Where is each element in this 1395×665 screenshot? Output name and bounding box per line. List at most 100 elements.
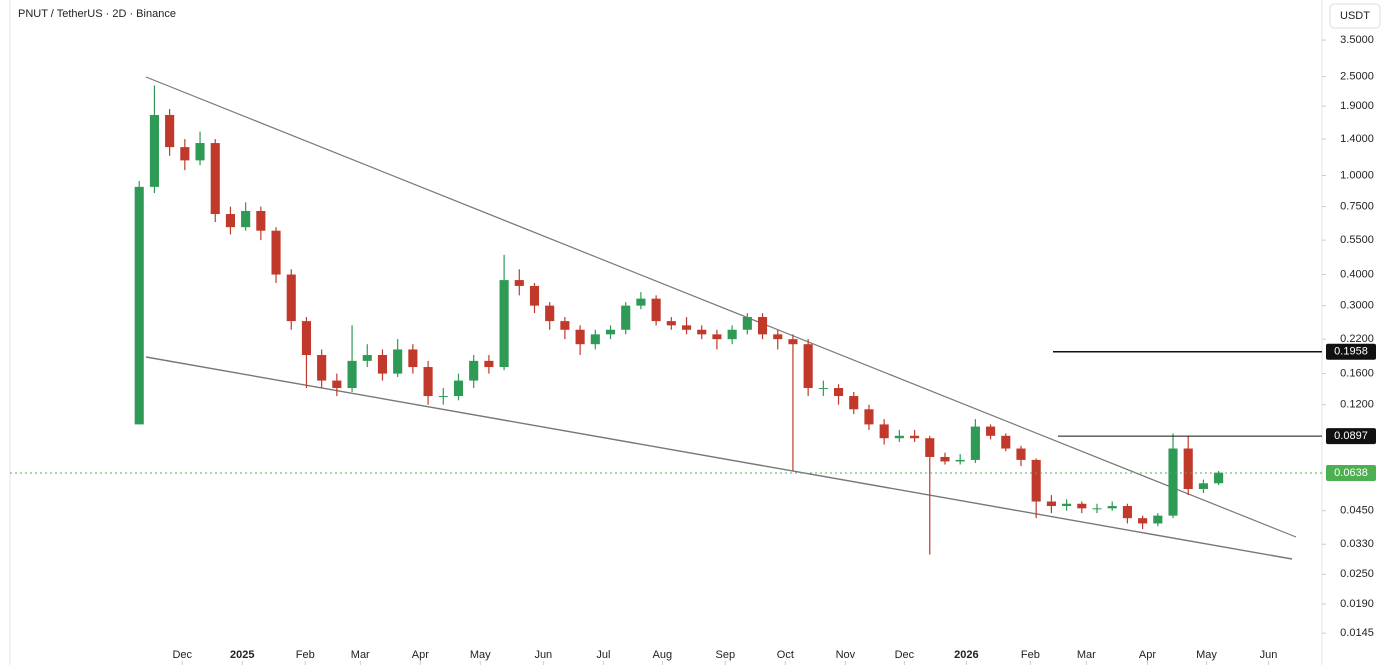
candle-body [256, 210, 266, 231]
candle-body [1092, 508, 1102, 510]
candle-body [377, 355, 388, 374]
candle-body [590, 334, 600, 345]
candle-body [560, 321, 570, 330]
candle-body [286, 274, 296, 322]
candle-body [681, 325, 692, 330]
candle-body [833, 388, 844, 397]
x-tick-label: Nov [836, 649, 856, 661]
y-tick-label: 0.1600 [1340, 368, 1374, 380]
candle-body [773, 334, 783, 340]
candle-body [803, 344, 813, 389]
candle-body [545, 305, 555, 322]
y-tick-label: 0.0450 [1340, 505, 1374, 517]
candle-body [195, 143, 205, 161]
y-tick-label: 0.3000 [1340, 300, 1374, 312]
y-tick-label: 0.7500 [1340, 200, 1374, 212]
candle-body [986, 426, 996, 436]
candle-body [149, 114, 159, 187]
chart-title: PNUT / TetherUS · 2D · Binance [18, 8, 176, 20]
x-tick-label: Sep [716, 649, 736, 661]
candle-body [453, 380, 464, 397]
candle-body [1077, 503, 1087, 509]
candle-body [134, 186, 144, 425]
candle-body [423, 367, 433, 397]
candle-body [666, 321, 676, 326]
candle-body [605, 329, 616, 335]
x-tick-label: Feb [296, 649, 315, 661]
price-level-box [1326, 428, 1376, 445]
y-tick-label: 0.5500 [1340, 234, 1374, 246]
candle-body [940, 456, 950, 462]
x-tick-label: Apr [1139, 649, 1156, 661]
price-level-label: 0.1958 [1334, 346, 1368, 358]
x-tick-label: Dec [895, 649, 915, 661]
candle-body [879, 424, 889, 439]
x-tick-label: Mar [1077, 649, 1096, 661]
y-tick-label: 0.0250 [1340, 568, 1374, 580]
x-tick-label: Jun [534, 649, 552, 661]
y-tick-label: 1.0000 [1340, 169, 1374, 181]
upper-trendline [145, 76, 1297, 538]
candle-body [1183, 448, 1193, 490]
candle-body [1198, 483, 1208, 490]
x-tick-label: Jul [596, 649, 610, 661]
candle-body [742, 317, 752, 330]
candle-body [788, 339, 798, 345]
candle-body [1122, 506, 1132, 519]
candle-body [1031, 459, 1041, 502]
candle-body [621, 305, 631, 330]
candle-body [393, 349, 403, 374]
y-tick-label: 1.4000 [1340, 133, 1374, 145]
y-tick-label: 0.0330 [1340, 538, 1374, 550]
candle-body [757, 317, 768, 335]
y-tick-label: 3.5000 [1340, 34, 1374, 46]
candle-body [362, 355, 372, 361]
x-tick-label: Aug [653, 649, 673, 661]
candle-body [1062, 503, 1072, 507]
candle-body [727, 329, 737, 340]
x-tick-label: Dec [172, 649, 192, 661]
currency-button[interactable] [1329, 3, 1381, 29]
candle-body [332, 380, 342, 389]
price-level-label: 0.0897 [1334, 430, 1368, 442]
candle-body [1016, 448, 1026, 460]
x-tick-label: Apr [412, 649, 429, 661]
candle-body [241, 210, 251, 228]
y-tick-label: 0.4000 [1340, 268, 1374, 280]
candle-body [514, 280, 524, 286]
candle-body [955, 459, 965, 462]
candle-body [1214, 472, 1224, 484]
candle-body [225, 214, 236, 228]
candle-body [864, 409, 874, 425]
y-tick-label: 0.2200 [1340, 333, 1374, 345]
x-tick-label: Feb [1021, 649, 1040, 661]
candle-body [271, 230, 281, 275]
candle-body [636, 298, 646, 306]
y-tick-label: 0.0190 [1340, 598, 1374, 610]
x-tick-label: 2026 [954, 649, 978, 661]
x-tick-label: May [1196, 649, 1217, 661]
candle-body [1138, 518, 1148, 524]
candle-body [697, 329, 707, 335]
candle-body [301, 321, 312, 356]
candle-body [970, 426, 980, 460]
y-tick-label: 2.5000 [1340, 70, 1374, 82]
y-tick-label: 0.0145 [1340, 627, 1374, 639]
candle-body [818, 388, 828, 390]
currency-label[interactable]: USDT [1340, 10, 1370, 22]
x-tick-label: May [470, 649, 491, 661]
candle-body [849, 396, 859, 410]
candle-body [347, 360, 357, 389]
candle-body [1168, 448, 1178, 516]
x-tick-label: Oct [777, 649, 794, 661]
price-level-box [1326, 464, 1376, 481]
candle-body [180, 147, 190, 161]
candle-body [408, 349, 418, 368]
candle-body [925, 438, 935, 457]
candle-body [910, 435, 920, 439]
candle-body [575, 329, 585, 345]
y-tick-label: 1.9000 [1340, 100, 1374, 112]
candle-body [165, 114, 175, 148]
candle-body [210, 143, 220, 215]
